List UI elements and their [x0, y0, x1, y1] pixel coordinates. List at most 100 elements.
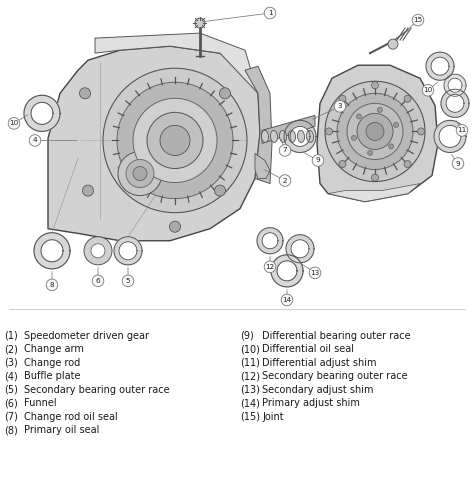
Circle shape	[133, 167, 147, 181]
Ellipse shape	[307, 130, 313, 142]
Text: Secondary bearing outer race: Secondary bearing outer race	[262, 372, 408, 381]
Circle shape	[84, 237, 112, 265]
Circle shape	[309, 267, 321, 279]
Text: 13: 13	[310, 270, 319, 276]
Circle shape	[356, 114, 361, 119]
Text: (13): (13)	[240, 385, 260, 395]
Text: (5): (5)	[4, 385, 18, 395]
Circle shape	[8, 117, 20, 129]
Text: 5: 5	[126, 278, 130, 284]
Circle shape	[422, 84, 434, 96]
Polygon shape	[119, 242, 137, 260]
Polygon shape	[434, 120, 466, 152]
Text: Buffle plate: Buffle plate	[24, 372, 81, 381]
Circle shape	[404, 95, 411, 103]
Circle shape	[393, 122, 399, 127]
Text: Primary adjust shim: Primary adjust shim	[262, 399, 360, 409]
Circle shape	[388, 39, 398, 49]
Text: Joint: Joint	[262, 412, 283, 422]
Ellipse shape	[271, 130, 277, 142]
Polygon shape	[34, 233, 70, 269]
Text: Funnel: Funnel	[24, 399, 56, 409]
Polygon shape	[444, 74, 466, 96]
Text: (10): (10)	[240, 344, 260, 354]
Text: (3): (3)	[4, 358, 18, 368]
Polygon shape	[271, 255, 303, 287]
Circle shape	[389, 144, 393, 149]
Ellipse shape	[289, 130, 295, 142]
Polygon shape	[284, 120, 316, 152]
Text: (4): (4)	[4, 372, 18, 381]
Text: 10: 10	[9, 120, 18, 126]
Circle shape	[82, 185, 93, 196]
Text: 14: 14	[283, 297, 292, 303]
Circle shape	[279, 175, 291, 186]
Polygon shape	[262, 115, 315, 143]
Text: 11: 11	[457, 127, 466, 134]
Text: 7: 7	[283, 148, 287, 153]
Polygon shape	[439, 125, 461, 148]
Circle shape	[339, 160, 346, 168]
Text: Differential adjust shim: Differential adjust shim	[262, 358, 376, 368]
Text: (11): (11)	[240, 358, 260, 368]
Circle shape	[264, 7, 276, 19]
Polygon shape	[277, 261, 297, 281]
Circle shape	[326, 128, 332, 135]
Circle shape	[347, 103, 403, 160]
Circle shape	[170, 221, 181, 232]
Polygon shape	[24, 95, 60, 131]
Circle shape	[215, 185, 226, 196]
Polygon shape	[328, 183, 420, 202]
Text: 9: 9	[456, 160, 460, 167]
Circle shape	[91, 244, 105, 258]
Circle shape	[325, 81, 425, 182]
Circle shape	[452, 158, 464, 169]
Text: (7): (7)	[4, 412, 18, 422]
Text: Primary oil seal: Primary oil seal	[24, 425, 100, 435]
Polygon shape	[114, 237, 142, 265]
Circle shape	[92, 275, 104, 287]
Ellipse shape	[262, 130, 269, 142]
Text: 9: 9	[316, 158, 320, 163]
Text: (2): (2)	[4, 344, 18, 354]
Text: (1): (1)	[4, 331, 18, 341]
Polygon shape	[290, 126, 310, 147]
Text: 3: 3	[337, 103, 342, 109]
Polygon shape	[41, 240, 63, 262]
Circle shape	[118, 151, 162, 195]
Text: (6): (6)	[4, 399, 18, 409]
Polygon shape	[48, 46, 260, 241]
Polygon shape	[262, 233, 278, 249]
Circle shape	[334, 101, 346, 112]
Text: 10: 10	[423, 87, 433, 93]
Circle shape	[352, 136, 356, 140]
Circle shape	[117, 82, 233, 199]
Circle shape	[372, 82, 379, 89]
Text: 1: 1	[268, 10, 272, 16]
Text: Speedometer driven gear: Speedometer driven gear	[24, 331, 149, 341]
Text: Change rod: Change rod	[24, 358, 80, 368]
Circle shape	[147, 113, 203, 169]
Polygon shape	[441, 89, 469, 117]
Circle shape	[46, 279, 58, 291]
Circle shape	[219, 88, 230, 99]
Ellipse shape	[298, 130, 304, 142]
Text: (14): (14)	[240, 399, 260, 409]
Circle shape	[122, 275, 134, 287]
Circle shape	[372, 174, 379, 181]
Circle shape	[281, 294, 293, 306]
Circle shape	[126, 160, 154, 188]
Text: Secondary bearing outer race: Secondary bearing outer race	[24, 385, 170, 395]
Circle shape	[29, 135, 41, 146]
Text: 6: 6	[96, 278, 100, 284]
Text: Change rod oil seal: Change rod oil seal	[24, 412, 118, 422]
Polygon shape	[95, 33, 258, 93]
Circle shape	[195, 18, 205, 28]
Polygon shape	[291, 240, 309, 258]
Text: (15): (15)	[240, 412, 260, 422]
Polygon shape	[426, 52, 454, 80]
Circle shape	[133, 98, 217, 182]
Polygon shape	[255, 153, 270, 179]
Text: Change arm: Change arm	[24, 344, 84, 354]
Text: 4: 4	[33, 137, 37, 143]
